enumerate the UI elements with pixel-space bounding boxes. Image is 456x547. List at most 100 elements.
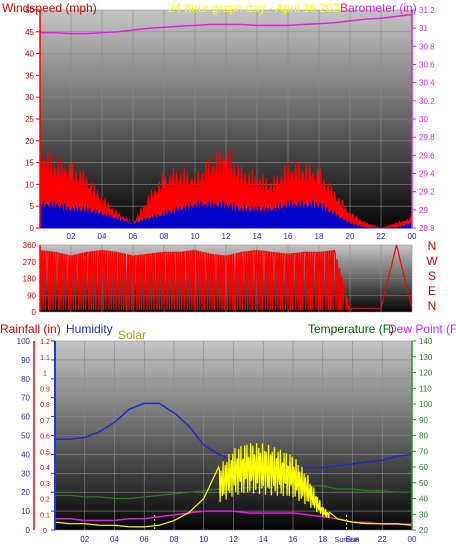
barometer-tick-label: 30.2 (419, 97, 435, 106)
barometer-tick-label: 30 (419, 115, 428, 124)
rainfall-tick-label: 1 (43, 371, 47, 378)
wind-tick-label: 0 (30, 224, 35, 233)
temp-x-tick-label: 06 (140, 535, 149, 544)
wind-tick-label: 50 (25, 6, 34, 15)
wind-x-tick-label: 00 (408, 232, 417, 241)
rainfall-tick-label: 0 (43, 528, 47, 535)
solar-label: Solar (118, 328, 146, 342)
temp-grid (55, 340, 413, 531)
temperature-label: Temperature (F) (308, 322, 394, 336)
wind-x-tick-label: 10 (191, 232, 200, 241)
direction-tick-label: 360 (23, 241, 37, 250)
barometer-tick-label: 29.8 (419, 133, 435, 142)
temperature-tick-label: 130 (419, 353, 433, 362)
humidity-tick-label: 0 (26, 526, 31, 535)
direction-ticks: 0 90 180 270 360 (23, 241, 37, 317)
wind-x-tick-label: 18 (315, 232, 324, 241)
direction-letter: E (428, 284, 436, 298)
direction-letter: N (428, 299, 437, 313)
wind-x-ticks: 02 04 06 08 10 12 14 16 18 20 22 00 (67, 232, 417, 241)
rainfall-tick-label: 0.1 (40, 512, 50, 519)
wind-x-tick-label: 20 (346, 232, 355, 241)
temp-x-tick-label: 14 (259, 535, 268, 544)
rainfall-tick-label: 0.7 (40, 418, 50, 425)
rainfall-tick-label: 0.6 (40, 434, 50, 441)
dew-point-line (55, 485, 412, 500)
barometer-tick-label: 30.8 (419, 42, 435, 51)
barometer-tick-label: 29.2 (419, 188, 435, 197)
wind-left-ticks: 0 5 10 15 20 25 30 35 40 45 50 (25, 6, 40, 233)
wind_speed-series (39, 199, 413, 229)
rainfall-tick-label: 0.5 (40, 449, 50, 456)
wind-tick-label: 35 (25, 71, 34, 80)
wind-tick-label: 25 (25, 115, 34, 124)
direction-tick-label: 180 (23, 275, 37, 284)
temp-x-tick-label: Sun (345, 535, 359, 544)
temp-x-tick-label: 12 (229, 535, 238, 544)
wind-x-tick-label: 06 (129, 232, 138, 241)
temperature-tick-label: 40 (419, 495, 428, 504)
humidity-tick-label: 40 (21, 450, 30, 459)
rainfall-tick-label: 0.9 (40, 386, 50, 393)
wind-tick-label: 5 (30, 202, 35, 211)
humidity-tick-label: 50 (21, 432, 30, 441)
windspeed-label: Windspeed (mph) (2, 1, 97, 15)
wind-direction-line (39, 244, 413, 312)
barometer-tick-label: 30.6 (419, 61, 435, 70)
rainfall-tick-label: 0.3 (40, 481, 50, 488)
temperature-tick-label: 80 (419, 432, 428, 441)
direction-letter: S (428, 269, 436, 283)
wind-series (39, 13, 413, 229)
wind-x-tick-label: 08 (160, 232, 169, 241)
sunrise-marker-label: Sunrise (335, 537, 359, 544)
direction-letter: W (426, 254, 438, 268)
wind-tick-label: 20 (25, 137, 34, 146)
rainfall-tick-label: 0.8 (40, 402, 50, 409)
temperature-tick-label: 20 (419, 526, 428, 535)
rainfall-ticks: 0 0.1 0.2 0.3 0.4 0.5 0.6 0.7 0.8 0.9 1 1.1 1.2 (40, 339, 50, 535)
humidity-label: Humidity (66, 322, 113, 336)
temp-x-tick-label: 18 (318, 535, 327, 544)
temperature-tick-label: 30 (419, 510, 428, 519)
humidity-tick-label: 80 (21, 375, 30, 384)
wind-tick-label: 10 (25, 180, 34, 189)
direction-tick-label: 270 (23, 258, 37, 267)
barometer-tick-label: 29.4 (419, 170, 435, 179)
rainfall-tick-label: 1.1 (40, 355, 50, 362)
wind-x-tick-label: 16 (284, 232, 293, 241)
temp-x-tick-label: 00 (408, 535, 417, 544)
temp-x-tick-label: 10 (199, 535, 208, 544)
rainfall-tick-label: 0.4 (40, 465, 50, 472)
wind_speed-area (39, 199, 413, 229)
humidity-tick-label: 70 (21, 394, 30, 403)
temperature-line (54, 443, 413, 528)
barometer-tick-label: 29.6 (419, 151, 435, 160)
rainfall-tick-label: 0.2 (40, 497, 50, 504)
humidity-tick-label: 60 (21, 413, 30, 422)
wind-tick-label: 40 (25, 50, 34, 59)
wind-x-tick-label: 12 (222, 232, 231, 241)
rainfall-label: Rainfall (in) (0, 322, 61, 336)
wind-x-tick-label: 22 (377, 232, 386, 241)
direction-tick-label: 0 (32, 308, 37, 317)
temperature-tick-label: 100 (419, 400, 433, 409)
temp-series (54, 402, 413, 530)
wind-x-tick-label: 04 (98, 232, 107, 241)
wind-barometer-panel: 0 5 10 15 20 25 30 35 40 45 50 28.8 29 29.2 29.4 29.6 2… (2, 1, 435, 241)
humidity-temperature-panel: 0 0.1 0.2 0.3 0.4 0.5 0.6 0.7 0.8 0.9 1 1.1 1.2 0 10 2… (0, 322, 456, 544)
wind-tick-label: 15 (25, 159, 34, 168)
temp-x-tick-label: 04 (110, 535, 119, 544)
wind-x-tick-label: 14 (253, 232, 262, 241)
barometer-tick-label: 31 (419, 24, 428, 33)
humidity-tick-label: 90 (21, 356, 30, 365)
wind-tick-label: 45 (25, 28, 34, 37)
barometer-tick-label: 31.2 (419, 6, 435, 15)
barometer-tick-label: 28.8 (419, 224, 435, 233)
temperature-tick-label: 110 (419, 384, 432, 393)
barometer-tick-label: 29 (419, 206, 428, 215)
temperature-ticks: 20 30 40 50 60 70 80 90 100 110 120 130 140 (412, 337, 433, 535)
temp-x-tick-label: 08 (170, 535, 179, 544)
